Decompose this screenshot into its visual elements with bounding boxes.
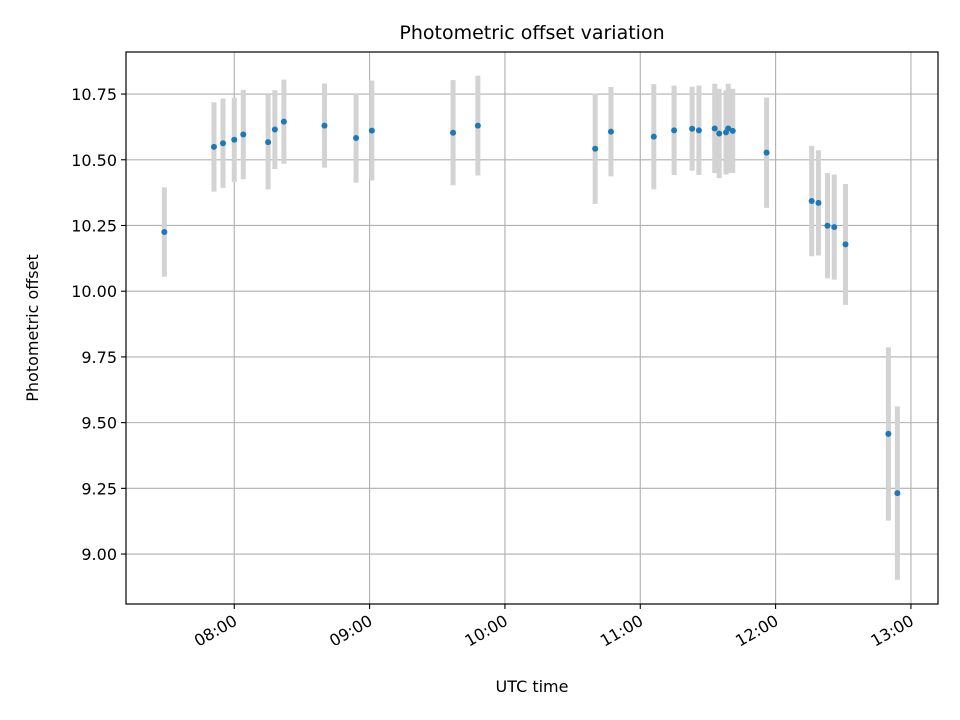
data-point (474, 122, 481, 129)
chart-title: Photometric offset variation (399, 22, 664, 44)
x-axis: 08:00 09:00 10:00 11:00 12:00 13:00 (191, 604, 917, 651)
data-point (368, 127, 375, 134)
x-tick-label: 12:00 (732, 611, 781, 651)
data-point (671, 127, 678, 134)
data-point (650, 133, 657, 140)
x-tick-label: 10:00 (462, 611, 511, 651)
data-point (808, 198, 815, 205)
data-point (353, 134, 360, 141)
data-point (231, 136, 238, 143)
data-point (842, 241, 849, 248)
data-point (824, 222, 831, 229)
data-point (592, 145, 599, 152)
y-tick-label: 9.25 (81, 479, 117, 498)
data-point (271, 126, 278, 133)
data-point (210, 143, 217, 150)
x-tick-label: 09:00 (326, 611, 375, 651)
data-point (607, 128, 614, 135)
data-point (815, 199, 822, 206)
data-point (725, 125, 732, 132)
data-point (450, 129, 457, 136)
y-tick-label: 9.00 (81, 545, 117, 564)
y-axis: 9.00 9.25 9.50 9.75 10.00 10.25 10.50 10.75 (71, 85, 126, 564)
data-point (894, 490, 901, 497)
y-tick-label: 10.00 (71, 282, 117, 301)
data-point (885, 430, 892, 437)
x-axis-label: UTC time (496, 677, 569, 696)
y-tick-label: 9.75 (81, 348, 117, 367)
data-point (729, 127, 736, 134)
data-point (321, 122, 328, 129)
x-tick-label: 13:00 (868, 611, 917, 651)
x-tick-label: 11:00 (597, 611, 646, 651)
data-point (240, 131, 247, 138)
plot-frame (125, 51, 939, 605)
data-point (763, 149, 770, 156)
data-point (219, 140, 226, 147)
data-point (161, 229, 168, 236)
y-tick-label: 9.50 (81, 414, 117, 433)
data-point (265, 139, 272, 146)
data-point (689, 125, 696, 132)
y-tick-label: 10.50 (71, 151, 117, 170)
y-axis-label: Photometric offset (23, 254, 42, 402)
data-point (831, 224, 838, 231)
y-tick-label: 10.25 (71, 216, 117, 235)
grid-lines (126, 52, 938, 604)
error-bars (161, 75, 900, 580)
data-point (711, 125, 718, 132)
data-point (716, 130, 723, 137)
data-point (695, 127, 702, 134)
data-point (280, 118, 287, 125)
y-tick-label: 10.75 (71, 85, 117, 104)
data-points (161, 118, 901, 497)
x-tick-label: 08:00 (191, 611, 240, 651)
